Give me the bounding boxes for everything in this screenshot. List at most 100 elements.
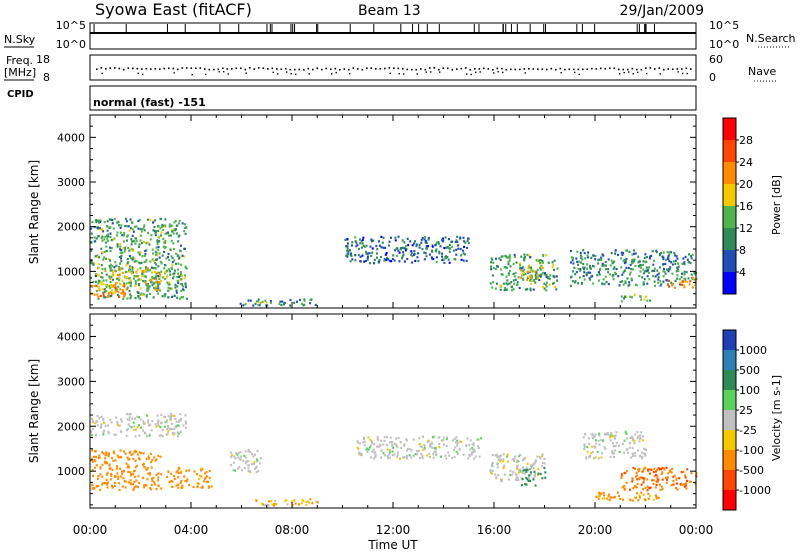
velocity-cell bbox=[106, 481, 109, 484]
power-cell bbox=[174, 229, 177, 232]
velocity-cell bbox=[360, 452, 363, 455]
power-cell bbox=[166, 274, 169, 277]
velocity-cell bbox=[445, 457, 448, 460]
velocity-cell bbox=[110, 474, 113, 477]
power-cell bbox=[105, 224, 108, 228]
velocity-cell bbox=[129, 471, 132, 474]
power-cell bbox=[158, 252, 161, 255]
velocity-cell bbox=[177, 471, 180, 475]
freq-point bbox=[397, 67, 400, 70]
power-cell bbox=[118, 255, 121, 259]
velocity-cell bbox=[366, 447, 369, 450]
freq-point bbox=[663, 68, 665, 71]
power-cell bbox=[346, 249, 349, 252]
power-cell bbox=[553, 259, 556, 262]
velocity-cell bbox=[660, 468, 663, 471]
power-cell bbox=[115, 264, 118, 267]
power-cell bbox=[90, 249, 93, 252]
power-cell bbox=[447, 246, 450, 249]
velocity-cell bbox=[177, 476, 180, 479]
velocity-cell bbox=[177, 432, 180, 435]
velocity-cell bbox=[583, 445, 586, 449]
freq-label-2: [MHz] bbox=[4, 66, 36, 79]
velocity-cell bbox=[634, 475, 637, 478]
power-cell bbox=[112, 292, 115, 295]
velocity-cell bbox=[596, 450, 599, 453]
velocity-cell bbox=[586, 450, 589, 453]
power-cell bbox=[633, 252, 636, 255]
freq-tick-top: 18 bbox=[36, 53, 50, 66]
velocity-cell bbox=[636, 478, 639, 481]
power-cell bbox=[424, 239, 427, 243]
velocity-cell bbox=[170, 422, 173, 425]
power-cell bbox=[435, 260, 438, 264]
power-cell bbox=[112, 227, 115, 230]
power-cell bbox=[143, 224, 146, 227]
velocity-cell bbox=[525, 483, 528, 486]
velocity-cell bbox=[161, 435, 164, 438]
velocity-cell bbox=[122, 469, 125, 472]
freq-point bbox=[496, 67, 499, 70]
power-cell bbox=[145, 284, 148, 287]
power-cell bbox=[127, 270, 130, 273]
power-cell bbox=[130, 247, 133, 250]
power-cell bbox=[508, 256, 511, 260]
velocity-cell bbox=[613, 449, 616, 452]
velocity-cell bbox=[609, 496, 612, 500]
freq-point bbox=[190, 67, 193, 69]
power-cell bbox=[467, 237, 470, 241]
velocity-cell bbox=[421, 448, 424, 451]
power-cell bbox=[149, 218, 152, 222]
velocity-cell bbox=[583, 443, 586, 446]
velocity-cell bbox=[412, 454, 415, 457]
power-cell bbox=[456, 240, 459, 243]
nave-point bbox=[142, 73, 144, 76]
power-cell bbox=[439, 245, 442, 248]
power-cell bbox=[671, 272, 674, 275]
power-cell bbox=[630, 279, 633, 282]
velocity-cell bbox=[434, 448, 437, 451]
velocity-cell bbox=[173, 414, 176, 418]
velocity-cell bbox=[649, 495, 652, 498]
power-cell bbox=[156, 283, 159, 286]
velocity-cell bbox=[502, 467, 505, 470]
power-cell bbox=[690, 255, 693, 258]
power-cell bbox=[514, 278, 517, 281]
velocity-cell bbox=[106, 486, 109, 489]
velocity-cell bbox=[605, 433, 608, 436]
velocity-cell bbox=[478, 455, 481, 458]
velocity-cell bbox=[101, 451, 104, 454]
velocity-cell bbox=[127, 423, 130, 426]
velocity-cell bbox=[498, 455, 501, 458]
power-cell bbox=[436, 241, 439, 244]
velocity-cell bbox=[379, 443, 382, 446]
velocity-cell bbox=[123, 480, 126, 483]
velocity-cell bbox=[150, 429, 153, 432]
velocity-cell bbox=[196, 485, 199, 489]
power-cell bbox=[177, 240, 180, 243]
power-cell bbox=[102, 258, 105, 261]
velocity-cell bbox=[359, 453, 362, 456]
power-cell bbox=[184, 282, 187, 285]
velocity-cell bbox=[382, 443, 385, 446]
velocity-cell bbox=[114, 459, 117, 462]
power-cell bbox=[693, 278, 696, 281]
cpid-label: CPID bbox=[7, 89, 34, 100]
freq-point bbox=[492, 68, 494, 71]
power-cell bbox=[111, 219, 114, 222]
power-cell bbox=[120, 249, 123, 252]
velocity-cell bbox=[659, 488, 662, 492]
velocity-cell bbox=[509, 469, 512, 472]
power-cell bbox=[542, 255, 545, 258]
nave-point bbox=[493, 72, 495, 74]
velocity-cell bbox=[620, 476, 623, 479]
velocity-cell bbox=[97, 475, 100, 478]
power-cell bbox=[578, 276, 581, 279]
power-cell bbox=[667, 279, 670, 282]
nave-point bbox=[277, 73, 279, 75]
velocity-cell bbox=[636, 474, 639, 477]
power-cell bbox=[122, 297, 125, 301]
power-cell bbox=[684, 255, 687, 259]
velocity-cell bbox=[641, 476, 644, 480]
power-cell bbox=[528, 254, 531, 257]
